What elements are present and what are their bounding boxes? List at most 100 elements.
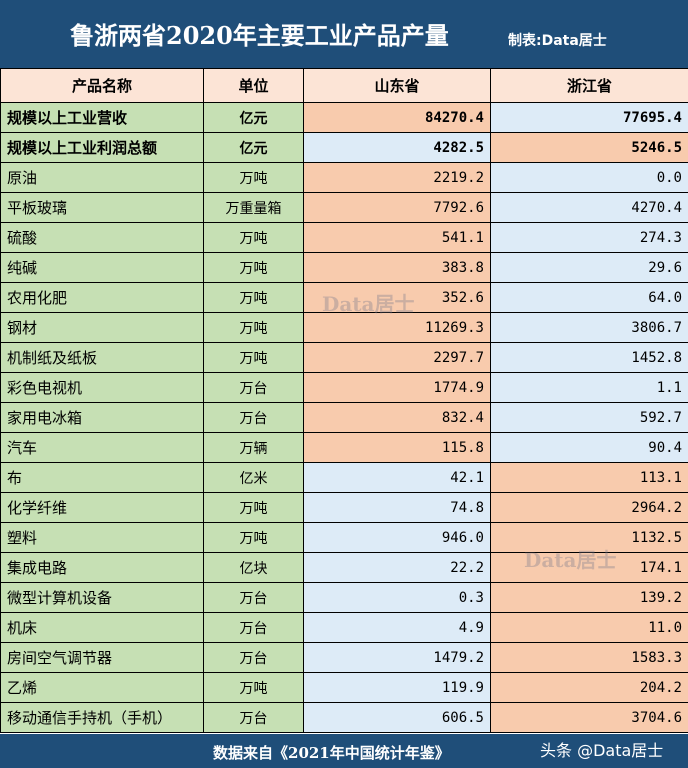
product-name: 农用化肥 [0,282,204,313]
zhejiang-value: 274.3 [490,222,688,253]
table-row: 彩色电视机 万台 1774.9 1.1 [0,372,688,403]
shandong-value: 119.9 [303,672,491,703]
header-row: 产品名称 单位 山东省 浙江省 [0,68,688,103]
shandong-value: 541.1 [303,222,491,253]
product-name: 乙烯 [0,672,204,703]
shandong-value: 2219.2 [303,162,491,193]
product-name: 机床 [0,612,204,643]
watermark-logo: Data居士 [322,292,415,316]
table-row: 农用化肥 万吨 352.6 64.0 [0,282,688,313]
header-shandong: 山东省 [303,68,491,103]
unit-cell: 亿元 [203,132,304,163]
unit-cell: 亿元 [203,102,304,133]
watermark-logo: Data居士 [524,548,617,572]
product-name: 房间空气调节器 [0,642,204,673]
unit-cell: 万吨 [203,162,304,193]
product-name: 纯碱 [0,252,204,283]
zhejiang-value: 2964.2 [490,492,688,523]
shandong-value: 832.4 [303,402,491,433]
zhejiang-value: 5246.5 [490,132,688,163]
zhejiang-value: 1452.8 [490,342,688,373]
product-name: 硫酸 [0,222,204,253]
table-row: 集成电路 亿块 22.2 174.1 [0,552,688,583]
unit-cell: 万吨 [203,342,304,373]
shandong-value: 946.0 [303,522,491,553]
table-row: 移动通信手持机（手机） 万台 606.5 3704.6 [0,702,688,733]
header-zhejiang: 浙江省 [490,68,688,103]
product-name: 塑料 [0,522,204,553]
zhejiang-value: 204.2 [490,672,688,703]
shandong-value: 7792.6 [303,192,491,223]
shandong-value: 115.8 [303,432,491,463]
product-name: 汽车 [0,432,204,463]
shandong-value: 606.5 [303,702,491,733]
shandong-value: 4282.5 [303,132,491,163]
unit-cell: 万台 [203,612,304,643]
zhejiang-value: 1.1 [490,372,688,403]
source-note: 数据来自《2021年中国统计年鉴》 [213,744,450,762]
unit-cell: 万台 [203,402,304,433]
footer-bar: 数据来自《2021年中国统计年鉴》 头条 @Data居士 [0,734,688,768]
table-row: 原油 万吨 2219.2 0.0 [0,162,688,193]
header-unit: 单位 [203,68,304,103]
product-name: 集成电路 [0,552,204,583]
footer-watermark: 头条 @Data居士 [540,741,664,760]
zhejiang-value: 1583.3 [490,642,688,673]
shandong-value: 0.3 [303,582,491,613]
table-row: 机床 万台 4.9 11.0 [0,612,688,643]
unit-cell: 万台 [203,372,304,403]
product-name: 规模以上工业营收 [0,102,204,133]
product-name: 微型计算机设备 [0,582,204,613]
unit-cell: 亿块 [203,552,304,583]
credit-label: 制表:Data居士 [508,33,607,49]
unit-cell: 万台 [203,702,304,733]
data-table: 产品名称 单位 山东省 浙江省 规模以上工业营收 亿元 84270.4 77695.4… [0,68,688,733]
shandong-value: 1479.2 [303,642,491,673]
table-row: 乙烯 万吨 119.9 204.2 [0,672,688,703]
shandong-value: 11269.3 [303,312,491,343]
table-row: 纯碱 万吨 383.8 29.6 [0,252,688,283]
product-name: 机制纸及纸板 [0,342,204,373]
header-product: 产品名称 [0,68,204,103]
zhejiang-value: 0.0 [490,162,688,193]
zhejiang-value: 64.0 [490,282,688,313]
shandong-value: 42.1 [303,462,491,493]
unit-cell: 万吨 [203,522,304,553]
unit-cell: 万台 [203,582,304,613]
table-row: 房间空气调节器 万台 1479.2 1583.3 [0,642,688,673]
product-name: 化学纤维 [0,492,204,523]
shandong-value: 2297.7 [303,342,491,373]
table-row: 家用电冰箱 万台 832.4 592.7 [0,402,688,433]
unit-cell: 万吨 [203,672,304,703]
product-name: 布 [0,462,204,493]
zhejiang-value: 11.0 [490,612,688,643]
unit-cell: 亿米 [203,462,304,493]
table-row: 塑料 万吨 946.0 1132.5 [0,522,688,553]
unit-cell: 万辆 [203,432,304,463]
product-name: 原油 [0,162,204,193]
zhejiang-value: 4270.4 [490,192,688,223]
page-title: 鲁浙两省2020年主要工业产品产量 [70,21,449,50]
product-name: 规模以上工业利润总额 [0,132,204,163]
table-row: 布亿米 42.1 113.1 [0,462,688,493]
zhejiang-value: 3806.7 [490,312,688,343]
product-name: 移动通信手持机（手机） [0,702,204,733]
unit-cell: 万吨 [203,312,304,343]
table-row: 平板玻璃 万重量箱 7792.6 4270.4 [0,192,688,223]
shandong-value: 383.8 [303,252,491,283]
table-row: 硫酸 万吨 541.1 274.3 [0,222,688,253]
table-row: 规模以上工业营收 亿元 84270.4 77695.4 [0,102,688,133]
zhejiang-value: 592.7 [490,402,688,433]
unit-cell: 万吨 [203,492,304,523]
product-name: 彩色电视机 [0,372,204,403]
zhejiang-value: 90.4 [490,432,688,463]
product-name: 家用电冰箱 [0,402,204,433]
shandong-value: 22.2 [303,552,491,583]
unit-cell: 万吨 [203,282,304,313]
zhejiang-value: 29.6 [490,252,688,283]
zhejiang-value: 139.2 [490,582,688,613]
product-name: 平板玻璃 [0,192,204,223]
shandong-value: 4.9 [303,612,491,643]
zhejiang-value: 77695.4 [490,102,688,133]
shandong-value: 74.8 [303,492,491,523]
